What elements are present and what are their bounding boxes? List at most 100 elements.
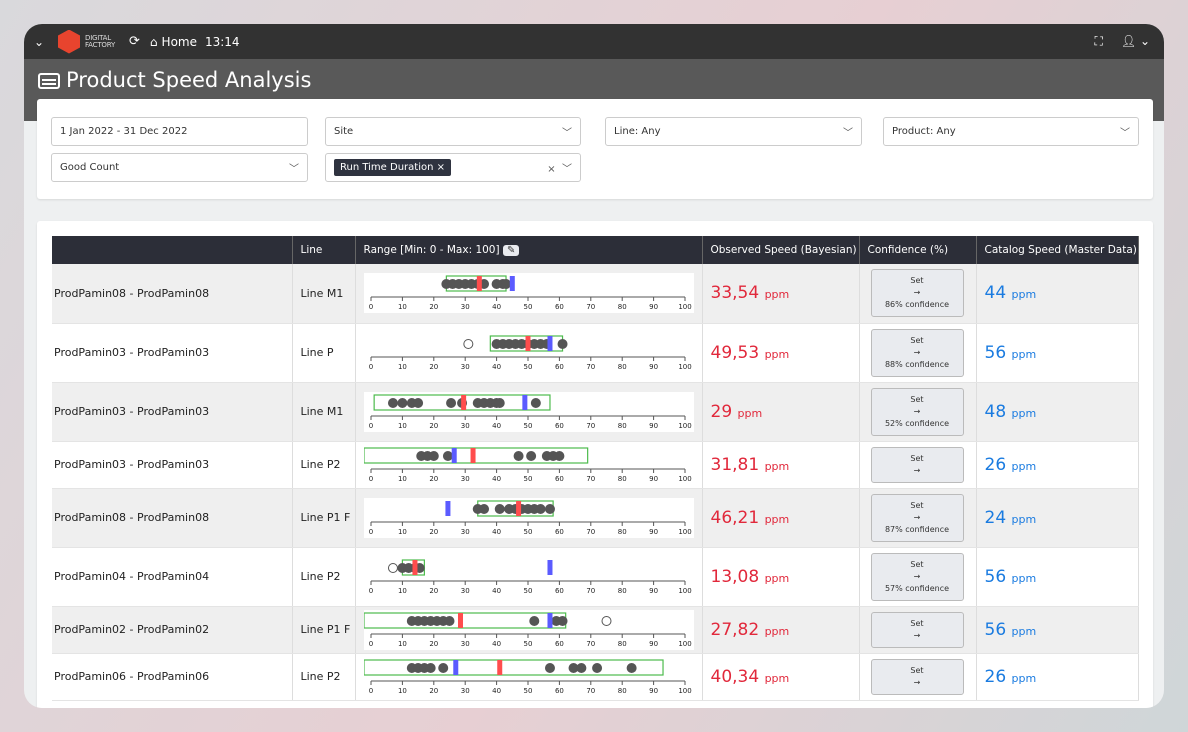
confidence-cell: Set → 57% confidence — [859, 547, 977, 607]
refresh-icon[interactable]: ⟳ — [129, 34, 140, 49]
set-speed-button[interactable]: Set → 87% confidence — [870, 493, 964, 542]
user-icon[interactable]: 👤︎ ⌄ — [1120, 34, 1150, 48]
data-point — [544, 503, 555, 514]
product-select[interactable]: Product: Any ﹀ — [883, 117, 1139, 146]
range-plot: 0 10 20 30 40 50 60 70 80 90 100 — [363, 609, 694, 650]
tick-label: 80 — [617, 640, 626, 648]
product-name: ProdPamin03 - ProdPamin03 — [52, 382, 293, 442]
data-point — [544, 662, 555, 673]
unit: ppm — [764, 347, 790, 361]
tick-label: 40 — [492, 528, 501, 536]
digital-factory-logo[interactable] — [58, 29, 80, 54]
range-plot-cell: 0 10 20 30 40 50 60 70 80 90 100 — [355, 653, 703, 701]
tick-label: 100 — [678, 528, 691, 536]
set-speed-button[interactable]: Set → 88% confidence — [870, 328, 964, 377]
set-speed-button[interactable]: Set → — [870, 658, 964, 695]
range-plot: 0 10 20 30 40 50 60 70 80 90 100 — [363, 656, 694, 697]
set-speed-button[interactable]: Set → 57% confidence — [870, 552, 964, 601]
tick-label: 80 — [617, 475, 626, 483]
range-plot-cell: 0 10 20 30 40 50 60 70 80 90 100 — [355, 488, 703, 548]
unit: ppm — [1011, 459, 1037, 473]
unit: ppm — [1011, 571, 1037, 585]
edit-range-button[interactable]: ✎ — [502, 245, 520, 256]
tick-label: 70 — [586, 640, 595, 648]
range-plot: 0 10 20 30 40 50 60 70 80 90 100 — [363, 332, 694, 373]
arrow-icon: → — [913, 571, 921, 581]
set-speed-button[interactable]: Set → — [870, 611, 964, 648]
range-plot: 0 10 20 30 40 50 60 70 80 90 100 — [363, 556, 694, 597]
range-plot-cell: 0 10 20 30 40 50 60 70 80 90 100 — [355, 441, 703, 489]
tick-label: 100 — [678, 475, 691, 483]
catalog-marker — [509, 276, 515, 292]
observed-marker — [460, 394, 466, 410]
line-name: Line P2 — [292, 441, 356, 489]
observed-speed: 27,82 ppm — [702, 606, 860, 654]
data-point — [494, 397, 505, 408]
home-link[interactable]: ⌂ Home — [150, 35, 197, 49]
unit: ppm — [764, 624, 790, 638]
observed-marker — [470, 447, 476, 463]
data-point — [442, 450, 453, 461]
line-value: Line: Any — [614, 126, 661, 137]
tick-label: 0 — [368, 587, 372, 595]
product-name: ProdPamin03 - ProdPamin03 — [52, 323, 293, 383]
line-name: Line P2 — [292, 547, 356, 607]
observed-value: 13,08 — [710, 566, 760, 587]
product-name: ProdPamin04 - ProdPamin04 — [52, 547, 293, 607]
data-point — [500, 279, 511, 290]
set-label: Set — [910, 559, 924, 569]
tick-label: 80 — [617, 363, 626, 371]
tick-label: 10 — [397, 475, 406, 483]
tick-label: 60 — [554, 422, 563, 430]
data-point — [528, 615, 539, 626]
arrow-icon: → — [913, 512, 921, 522]
range-plot: 0 10 20 30 40 50 60 70 80 90 100 — [363, 273, 694, 314]
tick-label: 20 — [429, 587, 438, 595]
tick-label: 40 — [492, 475, 501, 483]
arrow-icon: → — [913, 406, 921, 416]
tick-label: 0 — [368, 640, 372, 648]
tick-label: 40 — [492, 640, 501, 648]
tick-label: 70 — [586, 475, 595, 483]
col-range: Range [Min: 0 - Max: 100] ✎ — [355, 236, 703, 264]
table-row: ProdPamin02 - ProdPamin02 Line P1 F 0 10 2… — [52, 606, 1139, 654]
data-point — [437, 662, 448, 673]
set-speed-button[interactable]: Set → 52% confidence — [870, 387, 964, 436]
fullscreen-icon[interactable]: ⛶ — [1094, 34, 1103, 48]
speed-table: Line Range [Min: 0 - Max: 100] ✎ Observe… — [52, 236, 1139, 701]
tick-label: 60 — [554, 687, 563, 695]
tick-label: 50 — [523, 687, 532, 695]
logo-text: DIGITAL FACTORY — [85, 34, 115, 49]
data-point — [387, 397, 398, 408]
tick-label: 30 — [460, 640, 469, 648]
confidence-cell: Set → 52% confidence — [859, 382, 977, 442]
tick-label: 20 — [429, 363, 438, 371]
observed-marker — [496, 659, 502, 675]
chevron-down-icon[interactable]: ⌄ — [34, 34, 45, 49]
date-range-input[interactable]: 1 Jan 2022 - 31 Dec 2022 — [51, 117, 308, 146]
line-select[interactable]: Line: Any ﹀ — [605, 117, 862, 146]
tick-label: 60 — [554, 363, 563, 371]
run-time-duration-chip[interactable]: Run Time Duration × — [334, 159, 452, 176]
set-speed-button[interactable]: Set → — [870, 446, 964, 483]
data-point — [626, 662, 637, 673]
tick-label: 90 — [649, 303, 658, 311]
tick-label: 20 — [429, 475, 438, 483]
metric-select[interactable]: Good Count ﹀ — [51, 153, 308, 182]
chip-remove-icon[interactable]: × — [436, 162, 446, 173]
tick-label: 60 — [554, 303, 563, 311]
unit: ppm — [1011, 406, 1037, 420]
duration-multiselect[interactable]: Run Time Duration × × ﹀ — [325, 153, 581, 182]
tick-label: 80 — [617, 422, 626, 430]
site-select[interactable]: Site ﹀ — [325, 117, 581, 146]
tick-label: 40 — [492, 363, 501, 371]
catalog-marker — [452, 659, 458, 675]
clear-and-chevron-icon[interactable]: × ﹀ — [547, 164, 572, 175]
tick-label: 70 — [586, 528, 595, 536]
set-speed-button[interactable]: Set → 86% confidence — [870, 269, 964, 318]
chevron-down-icon: ﹀ — [1120, 128, 1130, 139]
list-icon — [38, 73, 60, 89]
table-row: ProdPamin03 - ProdPamin03 Line P2 0 10 20 3… — [52, 441, 1139, 489]
tick-label: 100 — [678, 422, 691, 430]
tick-label: 20 — [429, 422, 438, 430]
